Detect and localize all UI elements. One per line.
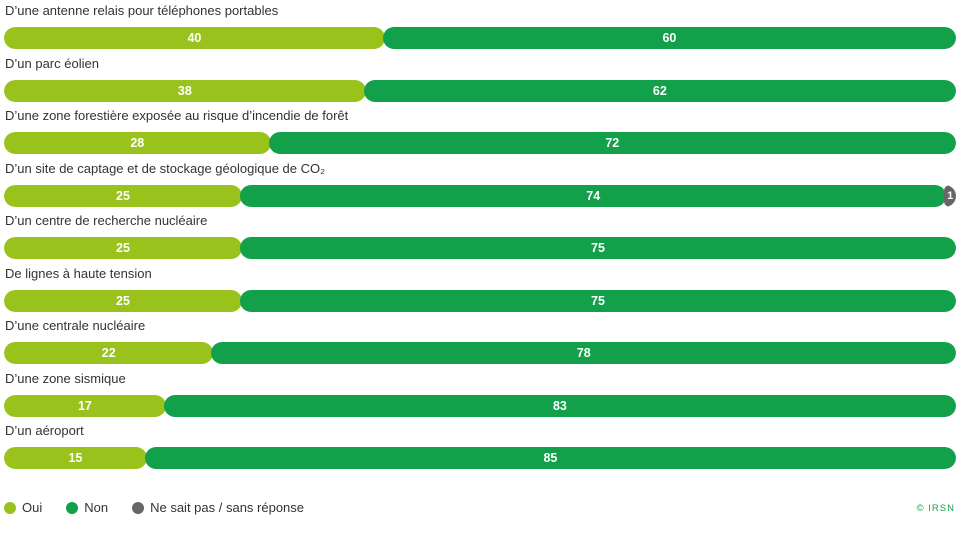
bar-segment: 60 <box>382 27 956 49</box>
bar-segment: 85 <box>144 447 956 469</box>
category-label: D’une centrale nucléaire <box>5 318 146 333</box>
bar-segment: 25 <box>4 237 242 259</box>
chart-row: D’une centrale nucléaire 22 78 <box>0 317 960 369</box>
data-label: 25 <box>116 188 130 203</box>
data-label: 22 <box>101 346 116 360</box>
data-label: 78 <box>576 346 591 360</box>
stacked-bar: 40 60 <box>4 27 956 49</box>
bar-segment: 74 <box>240 184 947 207</box>
legend-label: Oui <box>22 500 43 515</box>
chart-row: D’une zone forestière exposée au risque … <box>0 107 960 159</box>
bar-segment: 75 <box>240 237 956 259</box>
category-label: D’une zone forestière exposée au risque … <box>5 108 349 123</box>
chart-legend: Oui Non Ne sait pas / sans réponse <box>4 500 328 515</box>
data-label: 1 <box>947 189 954 202</box>
stacked-bar: 25 75 <box>4 237 956 259</box>
data-label: 62 <box>652 83 667 98</box>
data-label: 28 <box>130 136 145 150</box>
legend-swatch <box>4 501 16 514</box>
chart-row: D’un centre de recherche nucléaire 25 75 <box>0 212 960 264</box>
stacked-bar: 15 85 <box>4 447 956 469</box>
source-credit: © IRSN <box>916 503 955 514</box>
data-label: 83 <box>552 398 567 413</box>
bar-segment: 40 <box>4 27 385 49</box>
data-label: 72 <box>605 136 620 150</box>
bar-segment: 83 <box>163 394 956 417</box>
bar-segment: 38 <box>4 79 366 102</box>
category-label: D’un site de captage et de stockage géol… <box>5 160 326 176</box>
legend-swatch <box>132 501 145 514</box>
stacked-bar: 22 78 <box>4 342 956 364</box>
data-label: 25 <box>116 293 130 308</box>
bar-segment: 75 <box>240 289 956 312</box>
legend-swatch <box>66 501 79 514</box>
stacked-bar: 17 83 <box>4 394 956 417</box>
data-label: 17 <box>77 398 92 413</box>
legend-item: Ne sait pas / sans réponse <box>132 500 304 515</box>
data-label: 25 <box>116 241 130 255</box>
chart-row: De lignes à haute tension 25 75 <box>0 265 960 317</box>
stacked-bar: 38 62 <box>4 79 956 102</box>
legend-item: Oui <box>4 500 42 515</box>
category-label: D’un parc éolien <box>5 55 99 71</box>
data-label: 74 <box>586 188 601 203</box>
bar-segment: 15 <box>4 447 147 469</box>
stacked-bar: 28 72 <box>4 132 956 154</box>
bar-segment: 72 <box>268 132 956 154</box>
chart-row: D’une zone sismique 17 83 <box>0 370 960 422</box>
data-label: 38 <box>177 83 192 98</box>
data-label: 75 <box>591 293 605 308</box>
chart-row: D’un aéroport 15 85 <box>0 422 960 474</box>
chart-row: D’un parc éolien 38 62 <box>0 55 960 107</box>
bar-segment: 62 <box>363 79 956 102</box>
chart-row: D’une antenne relais pour téléphones por… <box>0 2 960 54</box>
bar-segment: 1 <box>944 184 956 207</box>
bar-segment: 22 <box>4 342 214 364</box>
stacked-bar: 25 74 1 <box>4 184 956 207</box>
legend-label: Non <box>84 500 109 515</box>
bar-segment: 25 <box>4 289 242 312</box>
legend-item: Non <box>66 500 108 515</box>
category-label: D’une zone sismique <box>5 370 126 386</box>
data-label: 60 <box>662 31 677 45</box>
stacked-bar: 25 75 <box>4 289 956 312</box>
category-label: D’une antenne relais pour téléphones por… <box>5 3 279 18</box>
bar-segment: 28 <box>4 132 271 154</box>
category-label: D’un aéroport <box>5 423 84 438</box>
data-label: 85 <box>543 451 558 465</box>
bar-segment: 78 <box>211 342 956 364</box>
bar-segment: 25 <box>4 184 242 207</box>
data-label: 15 <box>68 451 83 465</box>
category-label: D’un centre de recherche nucléaire <box>5 213 208 228</box>
bar-segment: 17 <box>4 394 166 417</box>
data-label: 75 <box>591 241 605 255</box>
chart-row: D’un site de captage et de stockage géol… <box>0 160 960 212</box>
data-label: 40 <box>187 31 202 45</box>
category-label: De lignes à haute tension <box>5 265 152 281</box>
legend-label: Ne sait pas / sans réponse <box>150 500 305 515</box>
